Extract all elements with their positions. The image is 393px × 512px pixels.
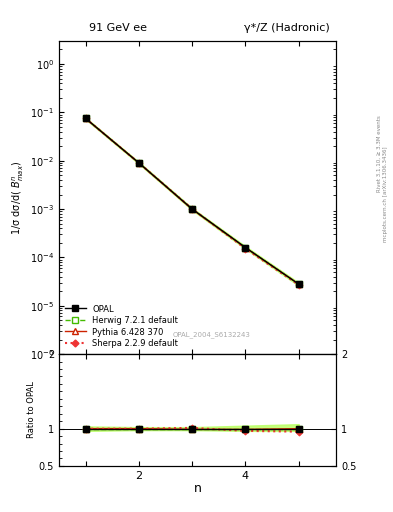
Pythia 6.428 370 [136,160,141,166]
Sherpa 2.2.9 default [296,282,301,288]
Herwig 7.2.1 default [190,206,195,212]
Pythia 6.428 370 [83,115,88,121]
Pythia 6.428 370 [190,206,195,212]
Line: Pythia 6.428 370: Pythia 6.428 370 [82,115,302,288]
Legend: OPAL, Herwig 7.2.1 default, Pythia 6.428 370, Sherpa 2.2.9 default: OPAL, Herwig 7.2.1 default, Pythia 6.428… [61,302,182,352]
Pythia 6.428 370 [296,281,301,287]
Herwig 7.2.1 default [136,160,141,166]
Sherpa 2.2.9 default [136,160,141,166]
Herwig 7.2.1 default [83,115,88,121]
Y-axis label: 1/σ dσ/d( $B^n_{max}$): 1/σ dσ/d( $B^n_{max}$) [10,160,26,234]
Text: OPAL_2004_S6132243: OPAL_2004_S6132243 [173,332,250,338]
Y-axis label: Ratio to OPAL: Ratio to OPAL [27,381,36,438]
Herwig 7.2.1 default [243,244,248,250]
Text: Rivet 3.1.10, ≥ 3.3M events: Rivet 3.1.10, ≥ 3.3M events [377,115,382,192]
Text: mcplots.cern.ch [arXiv:1306.3436]: mcplots.cern.ch [arXiv:1306.3436] [383,147,387,242]
Line: Herwig 7.2.1 default: Herwig 7.2.1 default [83,116,301,287]
Text: 91 GeV ee: 91 GeV ee [89,23,147,33]
Herwig 7.2.1 default [296,281,301,287]
Line: Sherpa 2.2.9 default: Sherpa 2.2.9 default [83,116,301,287]
Sherpa 2.2.9 default [243,246,248,252]
Pythia 6.428 370 [243,245,248,251]
X-axis label: n: n [193,482,202,495]
Sherpa 2.2.9 default [190,206,195,212]
Text: γ*/Z (Hadronic): γ*/Z (Hadronic) [244,23,330,33]
Sherpa 2.2.9 default [83,115,88,121]
